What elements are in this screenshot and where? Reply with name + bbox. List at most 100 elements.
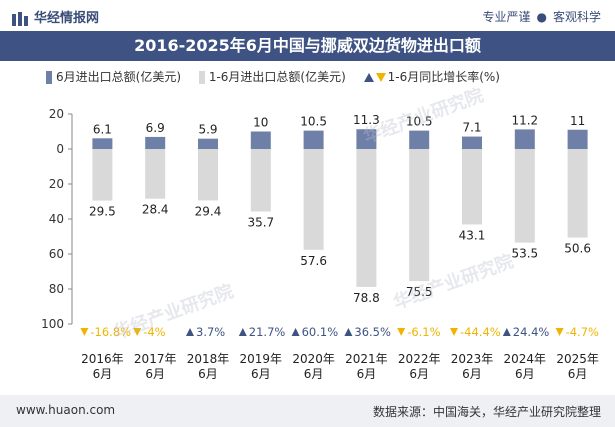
- bar-june: [92, 138, 113, 149]
- label-ytd: 35.7: [247, 215, 274, 229]
- bar-ytd: [356, 149, 377, 287]
- label-growth: 24.4%: [513, 325, 550, 339]
- bar-ytd: [250, 149, 271, 212]
- legend-label-ytd: 1-6月进出口总额(亿美元): [208, 70, 346, 84]
- y-tick-label: 80: [49, 282, 64, 296]
- chart-legend: 6月进出口总额(亿美元) 1-6月进出口总额(亿美元) 1-6月同比增长率(%): [46, 68, 514, 86]
- growth-up-icon: [502, 328, 511, 336]
- chart-plot: 200204060801006.129.5-16.8%2016年6月6.928.…: [41, 107, 599, 381]
- bar-ytd: [567, 149, 588, 238]
- triangle-up-icon: [363, 73, 374, 82]
- growth-down-icon: [555, 328, 564, 336]
- x-tick-label: 6月: [93, 367, 113, 381]
- label-ytd: 28.4: [142, 203, 169, 217]
- bar-ytd: [145, 149, 166, 199]
- x-tick-label: 2016年: [81, 352, 124, 366]
- label-growth: -4%: [143, 325, 165, 339]
- label-growth: 60.1%: [302, 325, 339, 339]
- label-ytd: 50.6: [564, 242, 591, 256]
- x-tick-label: 6月: [462, 367, 482, 381]
- y-tick-label: 0: [56, 142, 64, 156]
- x-tick-label: 2019年: [240, 352, 283, 366]
- bar-ytd: [303, 149, 324, 250]
- label-ytd: 53.5: [511, 247, 538, 261]
- label-june: 5.9: [198, 123, 217, 137]
- label-growth: 36.5%: [354, 325, 391, 339]
- brand-logo-icon: [12, 11, 28, 26]
- y-tick-label: 40: [49, 212, 64, 226]
- legend-label-june: 6月进出口总额(亿美元): [56, 70, 181, 84]
- label-june: 10: [253, 116, 268, 130]
- footer-source: 数据来源：中国海关，华经产业研究院整理: [372, 405, 601, 419]
- x-tick-label: 2020年: [292, 352, 335, 366]
- label-june: 10.5: [300, 115, 327, 129]
- title-bar: 2016-2025年6月中国与挪威双边货物进出口额: [0, 31, 615, 61]
- x-tick-label: 2025年: [556, 352, 599, 366]
- y-tick-label: 20: [49, 107, 64, 121]
- x-tick-label: 2022年: [398, 352, 441, 366]
- legend-item-growth[interactable]: 1-6月同比增长率(%): [363, 68, 500, 85]
- x-tick-label: 6月: [357, 367, 377, 381]
- y-tick-label: 20: [49, 177, 64, 191]
- x-tick-label: 6月: [198, 367, 218, 381]
- legend-label-growth: 1-6月同比增长率(%): [387, 70, 500, 84]
- label-growth: -4.7%: [566, 325, 599, 339]
- slogan-right: 客观科学: [552, 10, 601, 24]
- brand-name: 华经情报网: [34, 11, 100, 26]
- x-tick-label: 6月: [568, 367, 588, 381]
- bar-ytd: [92, 149, 113, 201]
- label-ytd: 29.5: [89, 205, 116, 219]
- footer: www.huaon.com 数据来源：中国海关，华经产业研究院整理: [0, 395, 615, 427]
- bar-june: [356, 129, 377, 149]
- label-growth: -16.8%: [90, 325, 131, 339]
- legend-item-ytd[interactable]: 1-6月进出口总额(亿美元): [198, 68, 346, 85]
- bar-ytd: [462, 149, 482, 225]
- legend-item-june[interactable]: 6月进出口总额(亿美元): [46, 68, 181, 85]
- footer-site-link[interactable]: www.huaon.com: [16, 403, 116, 417]
- top-bar: 华经情报网 专业严谨 ● 客观科学: [0, 0, 615, 30]
- label-june: 6.1: [93, 122, 112, 136]
- x-tick-label: 6月: [145, 367, 165, 381]
- bar-june: [514, 129, 535, 149]
- bar-june: [198, 138, 218, 149]
- growth-up-icon: [238, 328, 247, 336]
- label-ytd: 43.1: [459, 228, 486, 242]
- label-growth: 21.7%: [249, 325, 286, 339]
- bar-june: [303, 130, 324, 149]
- brand[interactable]: 华经情报网: [12, 7, 99, 26]
- growth-up-icon: [344, 328, 353, 336]
- label-growth: 3.7%: [196, 325, 225, 339]
- label-growth: -6.1%: [407, 325, 440, 339]
- triangle-down-icon: [375, 73, 386, 82]
- x-tick-label: 6月: [409, 367, 429, 381]
- x-tick-label: 2018年: [187, 352, 230, 366]
- label-june: 11.2: [511, 113, 538, 127]
- slogan-left: 专业严谨: [482, 10, 531, 24]
- label-june: 10.5: [406, 115, 433, 129]
- growth-up-icon: [186, 328, 194, 336]
- bar-ytd: [514, 149, 535, 243]
- growth-down-icon: [133, 328, 142, 336]
- label-growth: -44.4%: [460, 325, 501, 339]
- x-tick-label: 2021年: [345, 352, 388, 366]
- legend-swatch-june: [46, 71, 52, 84]
- growth-down-icon: [80, 328, 89, 336]
- label-ytd: 57.6: [300, 254, 327, 268]
- bar-ytd: [198, 149, 218, 201]
- chart-title: 2016-2025年6月中国与挪威双边货物进出口额: [134, 36, 481, 55]
- x-tick-label: 6月: [304, 367, 324, 381]
- bar-june: [409, 130, 430, 149]
- bar-june: [567, 129, 588, 149]
- bar-june: [462, 136, 482, 149]
- growth-down-icon: [450, 328, 458, 336]
- label-ytd: 75.5: [406, 285, 433, 299]
- x-tick-label: 2023年: [451, 352, 494, 366]
- label-ytd: 29.4: [195, 204, 222, 218]
- slogan: 专业严谨 ● 客观科学: [482, 8, 601, 25]
- label-june: 7.1: [462, 121, 481, 135]
- growth-up-icon: [291, 328, 300, 336]
- label-june: 11: [570, 114, 585, 128]
- x-tick-label: 6月: [515, 367, 535, 381]
- x-tick-label: 2017年: [134, 352, 177, 366]
